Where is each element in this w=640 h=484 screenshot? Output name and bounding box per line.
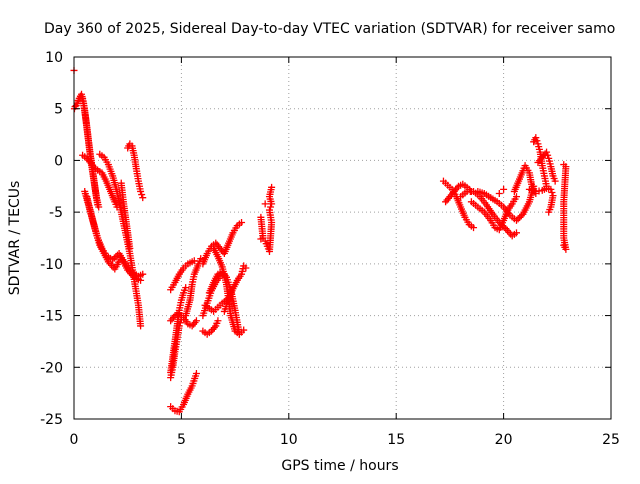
data-point bbox=[543, 148, 551, 156]
data-point bbox=[533, 137, 541, 145]
y-tick-label: -25 bbox=[40, 412, 63, 428]
data-point bbox=[235, 330, 243, 338]
y-tick-label: -15 bbox=[40, 309, 63, 325]
y-tick-label: -10 bbox=[40, 257, 63, 273]
data-point bbox=[512, 216, 520, 224]
x-tick-label: 5 bbox=[177, 432, 186, 448]
x-tick-label: 0 bbox=[70, 432, 79, 448]
data-point bbox=[192, 369, 200, 377]
data-point bbox=[470, 224, 478, 232]
x-tick-label: 15 bbox=[387, 432, 405, 448]
x-tick-label: 25 bbox=[602, 432, 620, 448]
data-point bbox=[560, 241, 568, 249]
x-tick-label: 10 bbox=[280, 432, 298, 448]
y-tick-label: -20 bbox=[40, 360, 63, 376]
data-point bbox=[137, 322, 145, 330]
data-point bbox=[137, 187, 145, 195]
x-axis-title: GPS time / hours bbox=[281, 458, 398, 474]
data-point bbox=[220, 270, 228, 278]
chart-title: Day 360 of 2025, Sidereal Day-to-day VTE… bbox=[44, 21, 615, 37]
data-point bbox=[192, 317, 200, 325]
data-point bbox=[112, 253, 120, 261]
data-point bbox=[242, 264, 250, 272]
data-point bbox=[261, 200, 269, 208]
data-point bbox=[544, 151, 552, 159]
plot-frame bbox=[73, 56, 612, 420]
data-point bbox=[126, 244, 134, 252]
data-point bbox=[512, 229, 520, 237]
data-point bbox=[139, 194, 147, 202]
data-point bbox=[197, 255, 205, 263]
data-point bbox=[110, 254, 118, 262]
y-tick-label: -5 bbox=[49, 205, 63, 221]
y-tick-label: 0 bbox=[54, 153, 63, 169]
data-point bbox=[551, 177, 559, 185]
data-point bbox=[175, 322, 183, 330]
data-point bbox=[137, 276, 145, 284]
data-point bbox=[176, 319, 184, 327]
data-point bbox=[139, 270, 147, 278]
data-point bbox=[514, 215, 522, 223]
data-point bbox=[545, 208, 553, 216]
data-point bbox=[95, 203, 103, 211]
data-point bbox=[138, 191, 146, 199]
data-point bbox=[547, 185, 555, 193]
data-point bbox=[512, 193, 520, 201]
data-point bbox=[516, 213, 524, 221]
data-points bbox=[70, 66, 570, 416]
data-point bbox=[265, 206, 273, 214]
grid-lines bbox=[74, 57, 611, 419]
x-tick-label: 20 bbox=[495, 432, 513, 448]
axis-ticks: 0 5 10 15 20 25 -25 -20 -15 -10 -5 0 5 10 bbox=[40, 50, 620, 448]
data-point bbox=[257, 235, 265, 243]
y-tick-label: 10 bbox=[45, 50, 63, 66]
data-point bbox=[214, 317, 222, 325]
data-point bbox=[517, 212, 525, 220]
data-point bbox=[238, 218, 246, 226]
data-point bbox=[500, 185, 508, 193]
data-point bbox=[495, 190, 503, 198]
y-axis-title: SDTVAR / TECUs bbox=[7, 181, 23, 296]
y-tick-label: 5 bbox=[54, 102, 63, 118]
data-point bbox=[532, 134, 540, 142]
data-point bbox=[240, 326, 248, 334]
data-point bbox=[182, 284, 190, 292]
data-point bbox=[268, 183, 276, 191]
